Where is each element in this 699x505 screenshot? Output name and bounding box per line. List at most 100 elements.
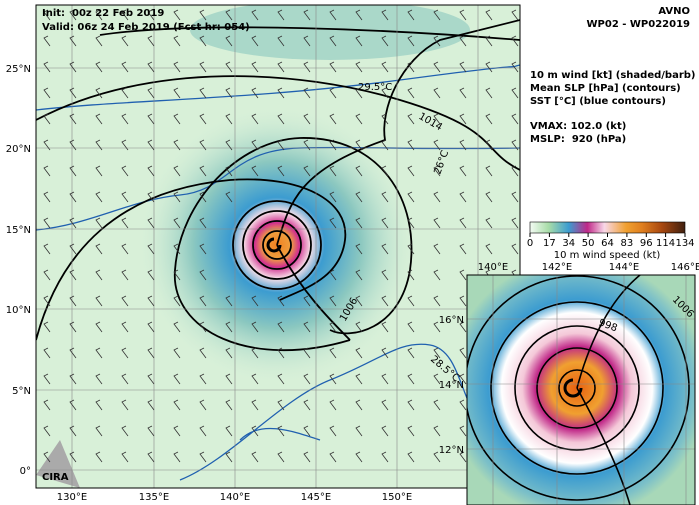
wind-barb xyxy=(69,139,77,151)
wind-barb xyxy=(407,9,415,21)
wind-barb xyxy=(173,243,181,255)
wind-barb xyxy=(147,425,155,437)
wind-barb xyxy=(43,451,51,463)
wind-barb xyxy=(43,295,51,307)
wind-barb xyxy=(407,87,415,99)
colorbar-tick-label: 114 xyxy=(656,238,675,249)
wind-barb xyxy=(95,243,103,255)
wind-barb xyxy=(147,373,155,385)
wind-barb xyxy=(43,425,51,437)
wind-barb xyxy=(407,165,415,177)
wind-barb xyxy=(381,347,389,359)
wind-barb xyxy=(381,139,389,151)
wind-barb xyxy=(485,113,493,125)
wind-barb xyxy=(277,165,285,177)
wind-barb xyxy=(43,191,51,203)
wind-barb xyxy=(121,243,129,255)
wind-barb xyxy=(433,347,441,359)
wind-barb xyxy=(355,139,363,151)
wind-barb xyxy=(433,399,441,411)
colorbar-tick-label: 83 xyxy=(621,238,634,249)
wind-barb xyxy=(459,217,467,229)
wind-barb xyxy=(381,399,389,411)
wind-barb xyxy=(381,451,389,463)
inset-lon-label: 146°E xyxy=(671,262,699,273)
wind-barb xyxy=(355,295,363,307)
wind-barb xyxy=(199,191,207,203)
wind-barb xyxy=(173,399,181,411)
wind-barb xyxy=(381,295,389,307)
graticule xyxy=(36,5,520,488)
wind-barb xyxy=(173,269,181,281)
wind-barb xyxy=(329,9,337,21)
wind-barb xyxy=(225,295,233,307)
lon-label: 130°E xyxy=(57,492,87,503)
main-map xyxy=(36,5,520,488)
wind-barb xyxy=(251,295,259,307)
wind-barbs xyxy=(43,9,519,463)
inset-graticule xyxy=(467,275,695,505)
wind-barb xyxy=(329,295,337,307)
wind-barb xyxy=(511,35,519,47)
wind-barb xyxy=(95,451,103,463)
wind-barb xyxy=(433,9,441,21)
wind-barb xyxy=(303,399,311,411)
wind-barb xyxy=(251,425,259,437)
wind-barb xyxy=(511,87,519,99)
wind-barb xyxy=(355,113,363,125)
wind-barb xyxy=(95,269,103,281)
wind-barb xyxy=(147,87,155,99)
wind-barb xyxy=(225,61,233,73)
contour-label: 29.5°C xyxy=(358,82,392,93)
wind-barb xyxy=(121,373,129,385)
wind-barb xyxy=(147,243,155,255)
wind-barb xyxy=(225,347,233,359)
wind-barb xyxy=(355,347,363,359)
wind-barb xyxy=(95,295,103,307)
legend-line: Mean SLP [hPa] (contours) xyxy=(530,83,681,94)
lat-label: 0° xyxy=(20,466,31,477)
wind-barb xyxy=(329,451,337,463)
wind-barb xyxy=(329,321,337,333)
wind-barb xyxy=(329,399,337,411)
wind-barb xyxy=(459,9,467,21)
wind-barb xyxy=(121,139,129,151)
wind-barb xyxy=(95,191,103,203)
wind-barb xyxy=(147,61,155,73)
wind-barb xyxy=(173,217,181,229)
wind-barb xyxy=(69,165,77,177)
wind-barb xyxy=(251,399,259,411)
wind-barb xyxy=(43,165,51,177)
wind-barb xyxy=(355,165,363,177)
valid-time: Valid: 06z 24 Feb 2019 (Fcst hr: 054) xyxy=(42,22,250,33)
colorbar-tick-label: 0 xyxy=(527,238,533,249)
wind-barb xyxy=(303,321,311,333)
wind-barb xyxy=(355,191,363,203)
wind-barb xyxy=(329,87,337,99)
wind-barb xyxy=(407,269,415,281)
inset-lon-label: 142°E xyxy=(542,262,572,273)
colorbar-tick-label: 96 xyxy=(640,238,653,249)
wind-barb xyxy=(43,35,51,47)
inset-lat-label: 16°N xyxy=(439,315,464,326)
wind-barb xyxy=(43,347,51,359)
vmax: VMAX: 102.0 (kt) xyxy=(530,121,626,132)
wind-barb xyxy=(407,451,415,463)
wind-barb xyxy=(277,451,285,463)
wind-barb xyxy=(355,35,363,47)
lon-label: 140°E xyxy=(220,492,250,503)
wind-barb xyxy=(433,165,441,177)
wind-barb xyxy=(225,321,233,333)
wind-barb xyxy=(43,9,51,21)
wind-barb xyxy=(303,139,311,151)
wind-barb xyxy=(225,9,233,21)
wind-barb xyxy=(69,451,77,463)
colorbar-tick-label: 34 xyxy=(562,238,575,249)
wind-barb xyxy=(459,347,467,359)
wind-barb xyxy=(251,9,259,21)
wind-barb xyxy=(199,399,207,411)
wind-barb xyxy=(121,217,129,229)
wind-barb xyxy=(277,321,285,333)
wind-barb xyxy=(407,243,415,255)
wind-barb xyxy=(459,451,467,463)
